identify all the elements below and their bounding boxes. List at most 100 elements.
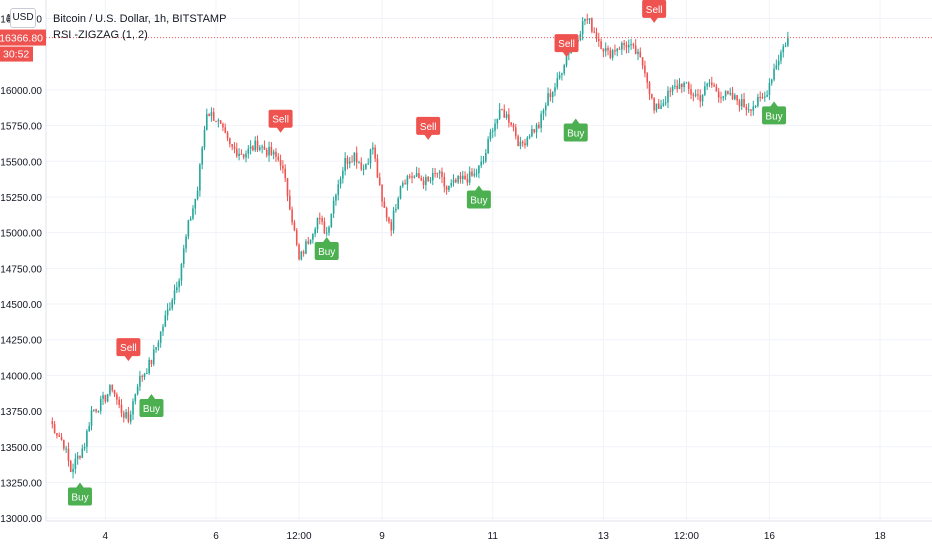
candle-body[interactable] <box>342 170 344 179</box>
candle-body[interactable] <box>657 103 660 109</box>
candle-body[interactable] <box>270 146 273 155</box>
candle-body[interactable] <box>669 90 672 92</box>
candle-body[interactable] <box>56 433 58 436</box>
candle-body[interactable] <box>254 140 257 151</box>
candle-body[interactable] <box>395 208 397 211</box>
candle-body[interactable] <box>360 162 363 170</box>
candle-body[interactable] <box>413 176 416 178</box>
candle-body[interactable] <box>272 151 275 155</box>
candle-body[interactable] <box>729 92 732 95</box>
candle-body[interactable] <box>348 161 351 164</box>
candle-body[interactable] <box>655 103 658 111</box>
candle-body[interactable] <box>376 158 379 178</box>
candle-body[interactable] <box>459 176 462 180</box>
candle-body[interactable] <box>674 85 676 87</box>
candle-body[interactable] <box>166 309 169 316</box>
candle-body[interactable] <box>289 196 291 210</box>
candle-body[interactable] <box>399 186 402 199</box>
candle-body[interactable] <box>134 394 137 402</box>
candle-body[interactable] <box>644 65 646 74</box>
candle-body[interactable] <box>372 147 374 150</box>
candle-body[interactable] <box>671 86 674 92</box>
candle-body[interactable] <box>185 236 187 249</box>
candle-body[interactable] <box>127 411 130 422</box>
candle-body[interactable] <box>277 156 280 160</box>
candle-body[interactable] <box>358 162 360 164</box>
candle-body[interactable] <box>745 107 748 110</box>
candle-body[interactable] <box>623 43 625 46</box>
candle-body[interactable] <box>510 122 512 125</box>
candle-body[interactable] <box>535 124 538 133</box>
candle-body[interactable] <box>367 163 370 165</box>
candle-body[interactable] <box>88 425 91 432</box>
candle-body[interactable] <box>524 143 526 146</box>
candle-body[interactable] <box>706 83 708 87</box>
candle-body[interactable] <box>279 159 282 166</box>
candle-body[interactable] <box>67 448 70 461</box>
candle-body[interactable] <box>770 79 773 84</box>
candle-body[interactable] <box>118 399 120 405</box>
candle-body[interactable] <box>434 173 436 175</box>
candle-body[interactable] <box>392 210 395 231</box>
candle-body[interactable] <box>685 82 688 84</box>
candle-body[interactable] <box>517 136 519 147</box>
candle-body[interactable] <box>768 83 771 96</box>
candle-body[interactable] <box>136 386 139 395</box>
candle-body[interactable] <box>724 91 727 97</box>
candle-body[interactable] <box>664 102 667 104</box>
candle-body[interactable] <box>641 57 644 66</box>
candle-body[interactable] <box>192 208 194 219</box>
candle-body[interactable] <box>441 171 443 177</box>
candle-body[interactable] <box>314 229 316 234</box>
candle-body[interactable] <box>404 183 406 185</box>
candle-body[interactable] <box>369 149 372 164</box>
candle-body[interactable] <box>397 198 399 209</box>
candle-body[interactable] <box>473 173 476 176</box>
candle-body[interactable] <box>480 161 483 166</box>
candle-body[interactable] <box>226 132 229 139</box>
candle-body[interactable] <box>747 109 750 111</box>
candle-body[interactable] <box>353 152 356 162</box>
candle-body[interactable] <box>512 124 515 128</box>
candle-body[interactable] <box>60 436 63 441</box>
candle-body[interactable] <box>51 421 54 425</box>
candle-body[interactable] <box>286 178 289 197</box>
candle-body[interactable] <box>95 409 97 412</box>
candle-body[interactable] <box>429 180 432 182</box>
candle-body[interactable] <box>339 178 342 185</box>
candle-body[interactable] <box>616 48 619 52</box>
candle-body[interactable] <box>773 68 775 80</box>
candle-body[interactable] <box>201 147 203 165</box>
candle-body[interactable] <box>418 173 420 179</box>
candle-body[interactable] <box>561 73 563 75</box>
candle-body[interactable] <box>697 94 699 96</box>
candle-body[interactable] <box>734 95 736 100</box>
candle-body[interactable] <box>588 18 591 21</box>
candle-body[interactable] <box>150 359 153 365</box>
candle-body[interactable] <box>618 48 621 50</box>
candle-body[interactable] <box>362 168 365 170</box>
candle-body[interactable] <box>328 227 330 233</box>
candle-body[interactable] <box>337 184 340 195</box>
candle-body[interactable] <box>471 171 473 176</box>
candle-body[interactable] <box>298 244 300 260</box>
candle-body[interactable] <box>268 146 270 156</box>
candlestick-series[interactable] <box>51 13 789 479</box>
candle-body[interactable] <box>627 44 630 48</box>
candle-body[interactable] <box>750 109 752 111</box>
candle-body[interactable] <box>660 105 662 109</box>
candle-body[interactable] <box>415 173 418 177</box>
candle-body[interactable] <box>563 65 566 74</box>
candle-body[interactable] <box>374 147 376 159</box>
candle-body[interactable] <box>420 178 423 181</box>
candle-body[interactable] <box>690 89 692 95</box>
candle-body[interactable] <box>614 50 616 52</box>
candle-body[interactable] <box>452 179 455 183</box>
candle-body[interactable] <box>717 91 720 98</box>
candle-body[interactable] <box>757 96 759 106</box>
candle-body[interactable] <box>194 198 197 209</box>
candle-body[interactable] <box>625 45 628 48</box>
candle-body[interactable] <box>72 468 74 473</box>
candle-body[interactable] <box>542 110 545 114</box>
